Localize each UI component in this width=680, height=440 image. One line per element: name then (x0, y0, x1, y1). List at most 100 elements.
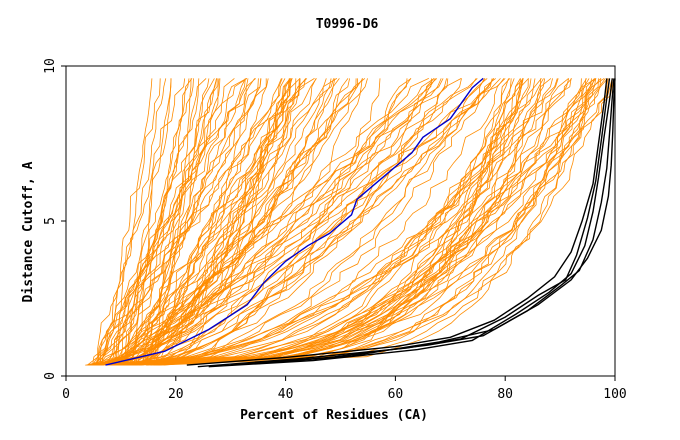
model-curve (128, 78, 301, 366)
model-curve (158, 78, 493, 366)
x-tick-label: 60 (388, 387, 404, 402)
model-curve (128, 78, 595, 366)
model-curve (121, 78, 559, 366)
model-curve (154, 78, 269, 366)
y-axis-title: Distance Cutoff, A (21, 161, 36, 302)
model-curve (107, 78, 615, 366)
model-curve (87, 78, 529, 366)
highlighted-black-4-curve (230, 78, 615, 366)
model-curve (92, 78, 267, 366)
model-curve (140, 78, 291, 366)
model-curve (147, 78, 506, 366)
model-curve (139, 78, 488, 366)
model-curve (116, 78, 349, 366)
model-curve (96, 78, 515, 366)
model-curve (126, 78, 315, 366)
model-curve (158, 78, 597, 366)
model-curve (142, 78, 317, 366)
model-curve (107, 78, 218, 366)
model-curve (136, 78, 262, 366)
model-curve (85, 78, 542, 366)
y-tick-label: 5 (43, 217, 58, 225)
model-curve (98, 78, 572, 366)
model-curve (123, 78, 602, 366)
model-curve (162, 78, 495, 366)
x-tick-label: 80 (497, 387, 513, 402)
background-model-curves (85, 78, 615, 366)
chart-title: T0996-D6 (316, 17, 379, 32)
model-curve (156, 78, 511, 366)
model-curve (113, 78, 501, 366)
highlighted-model-curves (105, 77, 616, 368)
highlighted-blue-curve (105, 77, 484, 366)
highlighted-black-3-curve (208, 78, 613, 368)
y-tick-label: 0 (43, 372, 58, 380)
model-curve (92, 78, 246, 366)
highlighted-black-1-curve (186, 78, 608, 366)
model-curve (131, 78, 602, 366)
model-curve (139, 78, 587, 366)
model-curve (131, 78, 194, 366)
model-curve (113, 78, 153, 366)
model-curve (121, 78, 246, 366)
model-curve (120, 78, 462, 366)
model-curve (108, 78, 524, 366)
model-curve (136, 78, 317, 366)
model-curve (154, 78, 192, 366)
model-curve (127, 78, 338, 366)
model-curve (107, 78, 207, 366)
model-curve (123, 78, 293, 366)
model-curve (115, 78, 300, 366)
model-curve (108, 78, 357, 366)
model-curve (101, 78, 161, 366)
model-curve (107, 78, 477, 366)
model-curve (129, 78, 544, 366)
model-curve (153, 78, 412, 366)
x-tick-label: 40 (278, 387, 294, 402)
model-curve (139, 78, 478, 366)
model-curve (160, 78, 297, 366)
model-curve (154, 78, 512, 366)
model-curve (130, 78, 599, 366)
model-curve (106, 78, 558, 366)
model-curve (108, 78, 306, 366)
model-curve (145, 78, 291, 366)
model-curve (157, 78, 573, 366)
model-curve (114, 78, 523, 366)
model-curve (150, 78, 496, 366)
model-curve (146, 78, 259, 366)
x-axis-ticks: 0 20 40 60 80 100 (62, 376, 627, 402)
model-curve (111, 78, 582, 366)
model-curve (117, 78, 523, 366)
model-curve (96, 78, 248, 366)
model-curve (96, 78, 215, 366)
model-curve (119, 78, 262, 366)
x-tick-label: 20 (168, 387, 184, 402)
model-curve (145, 78, 291, 366)
model-curve (146, 78, 290, 366)
model-curve (89, 78, 462, 366)
x-tick-label: 0 (62, 387, 70, 402)
model-curve (95, 78, 186, 366)
model-curve (118, 78, 200, 366)
model-curve (112, 78, 358, 366)
model-curve (98, 78, 442, 366)
model-curve (106, 78, 570, 366)
model-curve (111, 78, 292, 366)
model-curve (119, 78, 613, 366)
model-curve (142, 78, 210, 366)
model-curve (146, 78, 609, 366)
model-curve (113, 78, 597, 366)
model-curve (98, 78, 283, 366)
x-tick-label: 100 (603, 387, 626, 402)
model-curve (156, 78, 381, 366)
model-curve (129, 78, 485, 366)
highlighted-black-5-curve (258, 78, 616, 365)
model-curve (88, 78, 412, 366)
model-curve (131, 78, 447, 366)
y-axis-ticks: 0 5 10 (43, 58, 66, 380)
model-curve (86, 78, 366, 366)
model-curve (116, 78, 436, 366)
model-curve (93, 78, 308, 366)
